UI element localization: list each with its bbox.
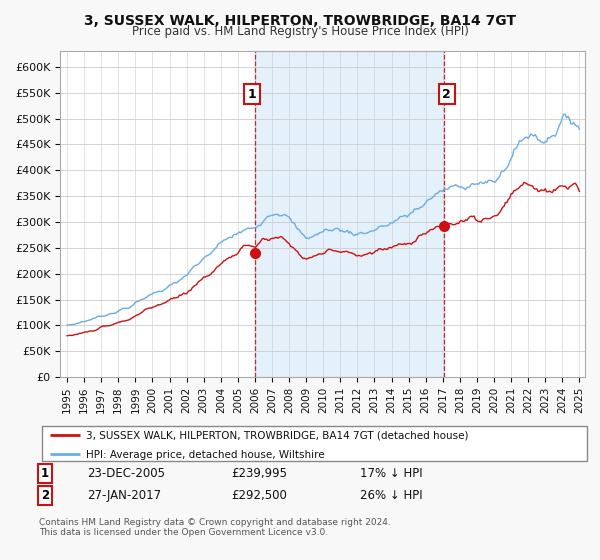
- Text: 27-JAN-2017: 27-JAN-2017: [87, 489, 161, 502]
- Text: 1: 1: [248, 87, 257, 101]
- Text: 23-DEC-2005: 23-DEC-2005: [87, 466, 165, 480]
- Text: 1: 1: [41, 466, 49, 480]
- Bar: [255, 52, 444, 377]
- Text: Price paid vs. HM Land Registry's House Price Index (HPI): Price paid vs. HM Land Registry's House …: [131, 25, 469, 38]
- Text: 2: 2: [41, 489, 49, 502]
- FancyBboxPatch shape: [42, 426, 587, 461]
- Text: £239,995: £239,995: [231, 466, 287, 480]
- Text: 26% ↓ HPI: 26% ↓ HPI: [360, 489, 422, 502]
- Text: £292,500: £292,500: [231, 489, 287, 502]
- Text: 2: 2: [442, 87, 451, 101]
- Text: Contains HM Land Registry data © Crown copyright and database right 2024.
This d: Contains HM Land Registry data © Crown c…: [39, 518, 391, 538]
- Text: HPI: Average price, detached house, Wiltshire: HPI: Average price, detached house, Wilt…: [86, 450, 325, 460]
- Text: 3, SUSSEX WALK, HILPERTON, TROWBRIDGE, BA14 7GT: 3, SUSSEX WALK, HILPERTON, TROWBRIDGE, B…: [84, 14, 516, 28]
- Text: 17% ↓ HPI: 17% ↓ HPI: [360, 466, 422, 480]
- Text: 3, SUSSEX WALK, HILPERTON, TROWBRIDGE, BA14 7GT (detached house): 3, SUSSEX WALK, HILPERTON, TROWBRIDGE, B…: [86, 431, 469, 440]
